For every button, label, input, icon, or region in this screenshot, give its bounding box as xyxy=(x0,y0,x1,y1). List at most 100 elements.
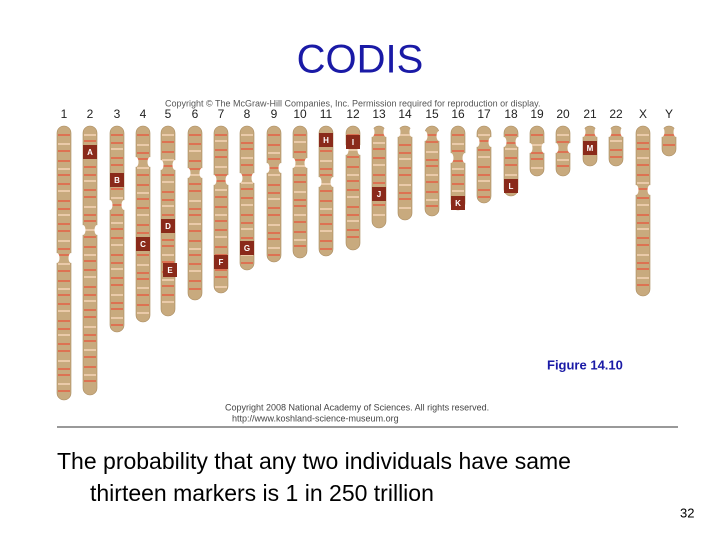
chromosome-label: 4 xyxy=(140,107,147,121)
band xyxy=(189,160,201,162)
band xyxy=(373,204,385,206)
band xyxy=(320,150,332,152)
centromere xyxy=(251,173,257,183)
band xyxy=(373,164,385,166)
band xyxy=(189,150,201,152)
band xyxy=(84,269,96,271)
centromere xyxy=(647,185,653,195)
centromere xyxy=(659,127,665,137)
band xyxy=(58,374,70,376)
band xyxy=(162,261,174,263)
marker-label: E xyxy=(167,266,173,275)
band xyxy=(137,254,149,256)
band xyxy=(452,183,464,185)
chromosome xyxy=(661,125,677,157)
band xyxy=(189,263,201,265)
band xyxy=(137,158,149,160)
band xyxy=(505,142,517,144)
band xyxy=(241,214,253,216)
band xyxy=(426,165,438,167)
band xyxy=(478,140,490,142)
band xyxy=(241,222,253,224)
chromosome-label: 21 xyxy=(583,107,597,121)
band xyxy=(452,143,464,145)
band xyxy=(320,248,332,250)
band xyxy=(215,189,227,191)
band xyxy=(58,360,70,362)
band xyxy=(162,301,174,303)
band xyxy=(373,134,385,136)
centromere xyxy=(68,253,74,263)
marker-box xyxy=(504,179,518,193)
band xyxy=(137,312,149,314)
band xyxy=(58,390,70,392)
band xyxy=(399,184,411,186)
band xyxy=(294,181,306,183)
centromere xyxy=(199,168,205,178)
band xyxy=(478,180,490,182)
band xyxy=(162,134,174,136)
band xyxy=(215,276,227,278)
chromosome-label: 22 xyxy=(609,107,623,121)
band xyxy=(137,232,149,234)
band xyxy=(111,222,123,224)
band xyxy=(268,152,280,154)
band xyxy=(347,180,359,182)
band xyxy=(399,167,411,169)
centromere xyxy=(580,127,586,137)
band xyxy=(663,134,675,136)
band xyxy=(241,148,253,150)
band xyxy=(111,294,123,296)
band xyxy=(373,142,385,144)
band xyxy=(84,254,96,256)
band xyxy=(268,254,280,256)
centromere xyxy=(172,160,178,170)
band xyxy=(347,236,359,238)
marker-box xyxy=(110,173,124,187)
band xyxy=(111,157,123,159)
band xyxy=(137,278,149,280)
band xyxy=(84,206,96,208)
band xyxy=(241,197,253,199)
band xyxy=(58,214,70,216)
marker-label: H xyxy=(323,136,329,145)
band xyxy=(663,144,675,146)
band xyxy=(637,268,649,270)
marker-label: C xyxy=(140,240,146,249)
band xyxy=(637,164,649,166)
band xyxy=(84,196,96,198)
chromosome-label: 18 xyxy=(504,107,518,121)
band xyxy=(320,183,332,185)
band xyxy=(478,174,490,176)
band xyxy=(215,180,227,182)
band xyxy=(111,134,123,136)
band xyxy=(505,134,517,136)
band xyxy=(294,191,306,193)
chromosome-label: 15 xyxy=(425,107,439,121)
band xyxy=(268,207,280,209)
chromosome xyxy=(635,125,651,297)
centromere xyxy=(211,175,217,185)
band xyxy=(241,262,253,264)
band xyxy=(84,189,96,191)
chromosome-label: 13 xyxy=(372,107,386,121)
chromosome-label: 16 xyxy=(451,107,465,121)
band xyxy=(557,165,569,167)
band xyxy=(215,229,227,231)
band xyxy=(347,174,359,176)
band xyxy=(215,149,227,151)
band xyxy=(189,248,201,250)
band xyxy=(58,288,70,290)
chromosome-label: 10 xyxy=(293,107,307,121)
band xyxy=(84,174,96,176)
centromere xyxy=(369,127,375,137)
band xyxy=(320,190,332,192)
band xyxy=(162,199,174,201)
marker-box xyxy=(346,135,360,149)
band xyxy=(162,174,174,176)
band xyxy=(111,164,123,166)
centromere xyxy=(121,200,127,210)
band xyxy=(268,158,280,160)
centromere xyxy=(606,127,612,137)
band xyxy=(58,320,70,322)
